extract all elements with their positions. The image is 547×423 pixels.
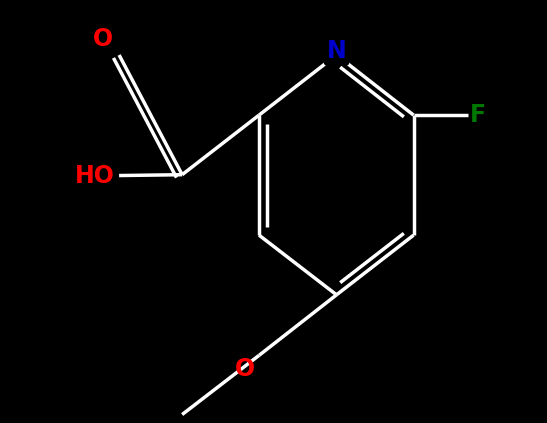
Text: O: O [92, 27, 113, 51]
Text: F: F [470, 103, 486, 127]
Text: N: N [327, 39, 346, 63]
Text: HO: HO [75, 164, 115, 187]
Text: O: O [235, 357, 255, 382]
